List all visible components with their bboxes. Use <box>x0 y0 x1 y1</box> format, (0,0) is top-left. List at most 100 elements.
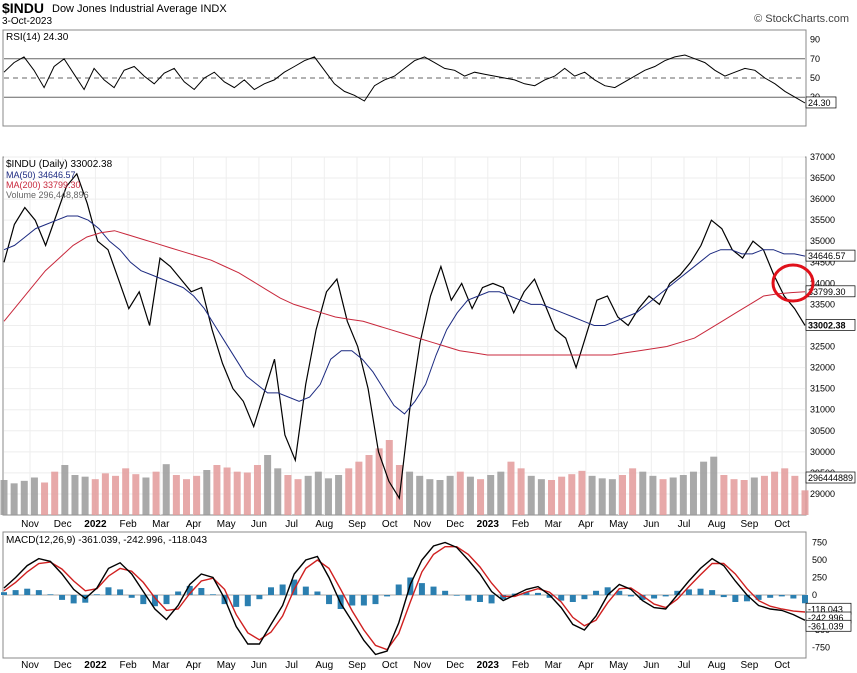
macd-hist-bar <box>558 595 565 601</box>
macd-hist-bar <box>767 595 774 598</box>
rsi-last-label: 24.30 <box>808 98 831 108</box>
macd-hist-bar <box>384 595 391 597</box>
x-tick-label: Dec <box>54 519 72 530</box>
volume-bar <box>406 471 414 515</box>
volume-bar <box>497 471 505 515</box>
x-tick-label-bottom: Sep <box>741 660 759 671</box>
volume-bar <box>649 475 657 515</box>
macd-hist-bar <box>488 595 495 604</box>
volume-bar <box>487 475 495 515</box>
x-tick-label-bottom: May <box>217 660 236 671</box>
x-tick-label: May <box>217 519 236 530</box>
rsi-last-badge <box>805 96 837 109</box>
macd-line <box>3 541 806 656</box>
rsi-tick-label: 90 <box>810 35 820 45</box>
volume-bar <box>162 464 170 515</box>
volume-bar <box>598 478 606 515</box>
x-tick-label-bottom: Apr <box>578 660 594 671</box>
volume-bar <box>720 475 728 515</box>
macd-hist-bar <box>616 590 623 595</box>
macd-hist-bar <box>105 587 112 595</box>
macd-tick-label: 250 <box>812 573 827 583</box>
macd-hist-bar <box>697 588 704 595</box>
macd-hist-bar <box>93 594 100 595</box>
volume-bar <box>243 472 251 515</box>
x-tick-label: Sep <box>348 519 366 530</box>
macd-hist-bar <box>47 594 54 595</box>
x-tick-label: Aug <box>708 519 726 530</box>
macd-hist-bar <box>117 589 124 595</box>
macd-hist-bar <box>720 595 727 598</box>
x-tick-label: Feb <box>512 519 530 530</box>
volume-bar <box>81 476 89 515</box>
macd-hist-bar <box>442 590 449 595</box>
volume-bar <box>193 475 201 515</box>
macd-hist-bar <box>35 590 42 595</box>
volume-bar <box>558 476 566 515</box>
volume-bar <box>740 480 748 515</box>
volume-bar <box>618 475 626 515</box>
volume-bar <box>91 479 99 515</box>
volume-bar <box>781 468 789 515</box>
volume-bar <box>537 479 545 515</box>
volume-bar <box>710 456 718 515</box>
macd-hist-bar <box>128 595 135 598</box>
macd-hist-bar <box>349 595 356 606</box>
volume-bar <box>345 468 353 515</box>
volume-bar <box>152 471 160 515</box>
ma200-legend: MA(200) 33799.30 <box>6 180 81 190</box>
x-tick-label-bottom: May <box>609 660 628 671</box>
volume-bar <box>679 475 687 515</box>
x-tick-label: Mar <box>545 519 563 530</box>
macd-hist-bar <box>732 595 739 602</box>
price-tick-label: 35500 <box>810 215 835 225</box>
volume-bar <box>669 477 677 515</box>
volume-bar <box>122 468 130 515</box>
x-tick-label: Sep <box>741 519 759 530</box>
volume-bar <box>436 480 444 515</box>
x-tick-label: Jun <box>251 519 267 530</box>
ma50-value-label: 34646.57 <box>808 251 846 261</box>
volume-bar <box>689 471 697 515</box>
value-badge <box>805 285 856 298</box>
rsi-legend: RSI(14) 24.30 <box>6 32 69 43</box>
macd-hist-bar <box>778 595 785 597</box>
macd-hist-bar <box>581 595 588 600</box>
macd-hist-bar <box>604 587 611 595</box>
macd-tick-label: 0 <box>812 590 817 600</box>
volume-bar <box>477 479 485 515</box>
price-tick-label: 37000 <box>810 152 835 162</box>
x-tick-label: Apr <box>578 519 594 530</box>
macd-hist-bar <box>395 584 402 595</box>
volume-bar <box>284 475 292 515</box>
volume-bar <box>639 471 647 515</box>
value-badge <box>805 249 856 262</box>
macd-hist-bar <box>476 595 483 602</box>
price-panel-frame <box>2 156 807 516</box>
symbol-label: $INDU <box>2 0 45 16</box>
x-tick-label-bottom: Aug <box>708 660 726 671</box>
macd-hist-bar <box>314 591 321 595</box>
macd-hist-bar <box>209 594 216 595</box>
volume-bar <box>771 471 779 515</box>
price-tick-label: 32000 <box>810 363 835 373</box>
volume-bar <box>527 475 535 515</box>
macd-hist-bar <box>790 595 797 599</box>
macd-hist-bar <box>430 586 437 595</box>
macd-hist-bar <box>268 587 274 595</box>
price-tick-label: 36500 <box>810 173 835 183</box>
volume-bar <box>172 475 180 515</box>
x-tick-label: Oct <box>774 519 790 530</box>
rsi-tick-label: 70 <box>810 54 820 64</box>
x-tick-label-bottom: Jul <box>285 660 298 671</box>
x-tick-label: Mar <box>152 519 170 530</box>
macd-hist-bar <box>279 584 286 595</box>
macd-value-label: -242.996 <box>808 613 844 623</box>
x-tick-label: Nov <box>21 519 39 530</box>
price-legend-main: $INDU (Daily) 33002.38 <box>6 159 113 170</box>
macd-hist-bar <box>70 595 77 604</box>
brand-watermark[interactable]: © StockCharts.com <box>754 13 849 25</box>
volume-bar <box>700 461 708 515</box>
macd-hist-bar <box>140 595 147 605</box>
macd-hist-bar <box>256 595 263 600</box>
